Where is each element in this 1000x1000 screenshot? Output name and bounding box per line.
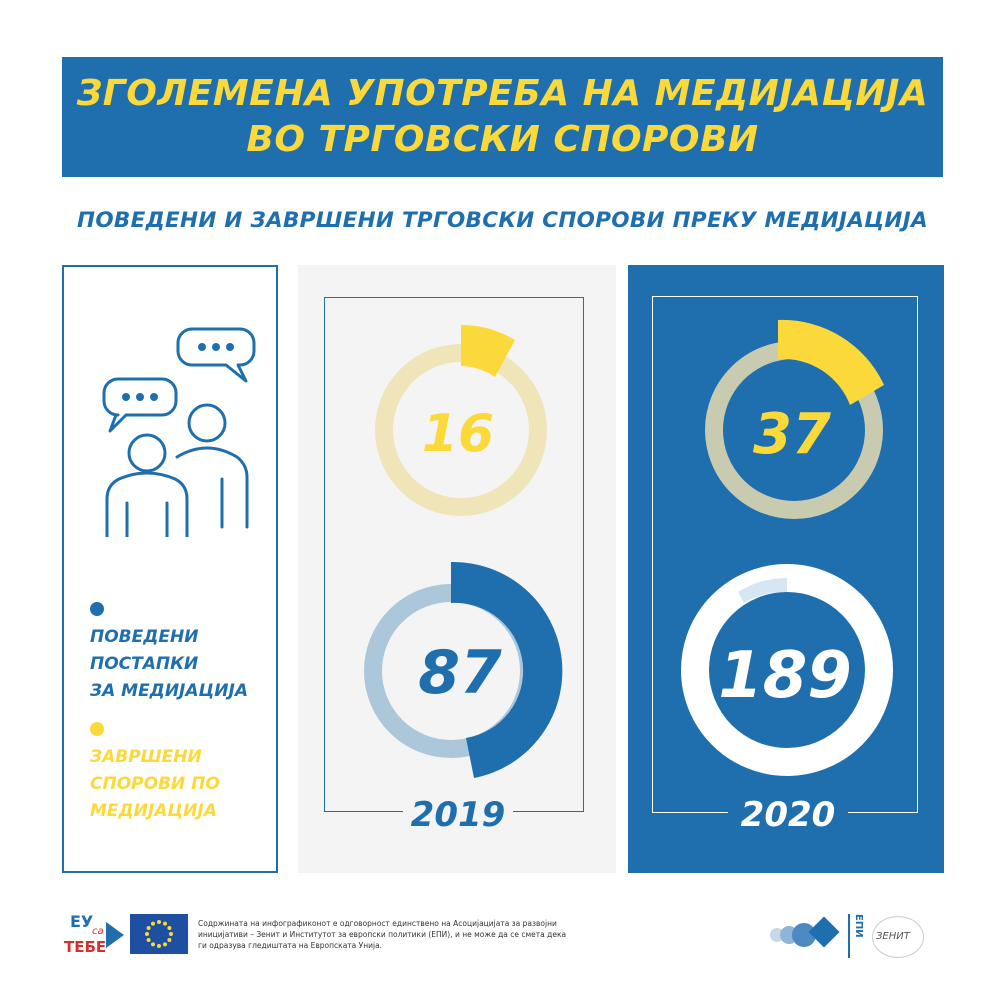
year-2019-panel: 16 87 2019 [298,265,616,873]
people-talking-icon [102,327,256,537]
completed-legend-label: ЗАВРШЕНИ СПОРОВИ ПО МЕДИЈАЦИЈА [90,747,220,821]
completed-2019-arc [461,325,515,377]
year-2019-donuts: 16 87 [364,325,563,778]
completed-2020-value: 37 [753,402,831,467]
title-banner: ЗГОЛЕМЕНА УПОТРЕБА НА МЕДИЈАЦИЈА ВО ТРГО… [62,57,943,177]
initiated-legend-label: ПОВЕДЕНИ ПОСТАПКИ ЗА МЕДИЈАЦИЈА [90,627,249,701]
epi-logo: ЕПИ [848,914,868,958]
footer-disclaimer: Содржината на инфографиконот е одговорно… [198,919,567,950]
page-title-line-1: ЗГОЛЕМЕНА УПОТРЕБА НА МЕДИЈАЦИЈА [76,73,929,114]
year-2019-label: 2019 [410,795,506,835]
year-2020-panel: 37 189 2020 [628,265,944,873]
legend-panel: ПОВЕДЕНИ ПОСТАПКИ ЗА МЕДИЈАЦИЈА ЗАВРШЕНИ… [62,265,278,873]
initiated-2020-value: 189 [718,639,852,713]
initiated-legend-dot [90,602,104,616]
completed-2020-arc [778,319,884,405]
initiated-2019-value: 87 [418,638,502,708]
eu-za-tebe-logo: ЕУ са ТЕБЕ [62,912,126,956]
page-title-line-2: ВО ТРГОВСКИ СПОРОВИ [246,119,759,160]
year-2020-label: 2020 [740,795,836,835]
epi-dots-logo [770,916,840,948]
eu-flag-icon [130,914,188,954]
completed-legend-dot [90,722,104,736]
initiated-2019-arc [451,561,563,778]
initiated-2020-pale-segment [738,577,787,603]
zenit-logo: ЗЕНИТ [872,916,924,958]
completed-2019-value: 16 [422,404,494,464]
year-2020-donuts: 37 189 [681,319,893,776]
page-subtitle: ПОВЕДЕНИ И ЗАВРШЕНИ ТРГОВСКИ СПОРОВИ ПРЕ… [77,208,928,233]
